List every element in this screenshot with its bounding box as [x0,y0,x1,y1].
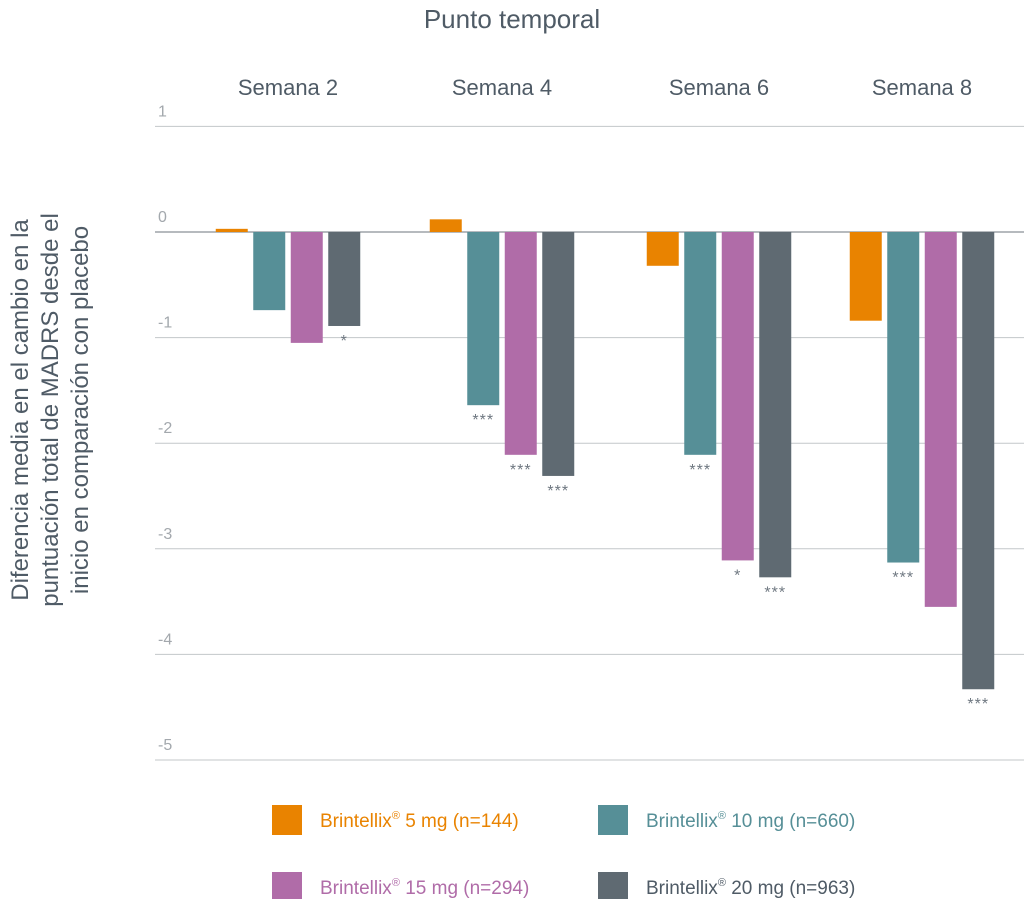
legend-label: Brintellix® 10 mg (n=660) [646,810,855,832]
bar [215,228,248,232]
bar [887,232,920,563]
bar [467,232,500,406]
significance-marker: *** [510,462,532,479]
legend-label: Brintellix® 5 mg (n=144) [320,810,519,832]
significance-marker: * [341,333,348,350]
bar [759,232,792,578]
y-tick-label: -3 [158,526,172,543]
y-tick-label: -4 [158,631,172,648]
x-category-label: Semana 4 [452,75,552,100]
x-axis-categories: Semana 2 Semana 4 Semana 6 Semana 8 [238,75,972,100]
bar [504,232,537,455]
bar [429,219,462,232]
y-tick-label: 1 [158,103,167,120]
significance-marker: *** [764,584,786,601]
bar [542,232,575,476]
y-axis-label-line-2: puntuación total de MADRS desde el [37,213,64,607]
bar [290,232,323,343]
significance-marker: *** [892,570,914,587]
legend: Brintellix® 5 mg (n=144) Brintellix® 10 m… [272,805,855,899]
bar [328,232,361,326]
bar [253,232,286,311]
legend-swatch [272,805,302,835]
significance-markers: *********************** [341,333,989,713]
y-tick-label: -5 [158,737,172,754]
bar [721,232,754,561]
y-tick-label: -2 [158,420,172,437]
bar [924,232,957,607]
legend-label: Brintellix® 15 mg (n=294) [320,877,529,899]
x-category-label: Semana 6 [669,75,769,100]
legend-swatch [272,872,302,899]
significance-marker: *** [547,483,569,500]
y-tick-label: -1 [158,315,172,332]
y-axis-label: Diferencia media en el cambio en la punt… [7,213,94,607]
x-category-label: Semana 2 [238,75,338,100]
bars [215,219,995,690]
bar [962,232,995,690]
significance-marker: *** [689,462,711,479]
chart-title: Punto temporal [424,4,600,34]
significance-marker: * [734,567,741,584]
significance-marker: *** [472,412,494,429]
y-tick-label: 0 [158,209,167,226]
y-axis-label-line-3: inicio en comparación con placebo [67,226,94,594]
x-category-label: Semana 8 [872,75,972,100]
bar [849,232,882,321]
y-axis-label-line-1: Diferencia media en el cambio en la [7,219,34,601]
bar [684,232,717,455]
legend-swatch [598,872,628,899]
legend-swatch [598,805,628,835]
significance-marker: *** [967,696,989,713]
bar [646,232,679,266]
legend-label: Brintellix® 20 mg (n=963) [646,877,855,899]
